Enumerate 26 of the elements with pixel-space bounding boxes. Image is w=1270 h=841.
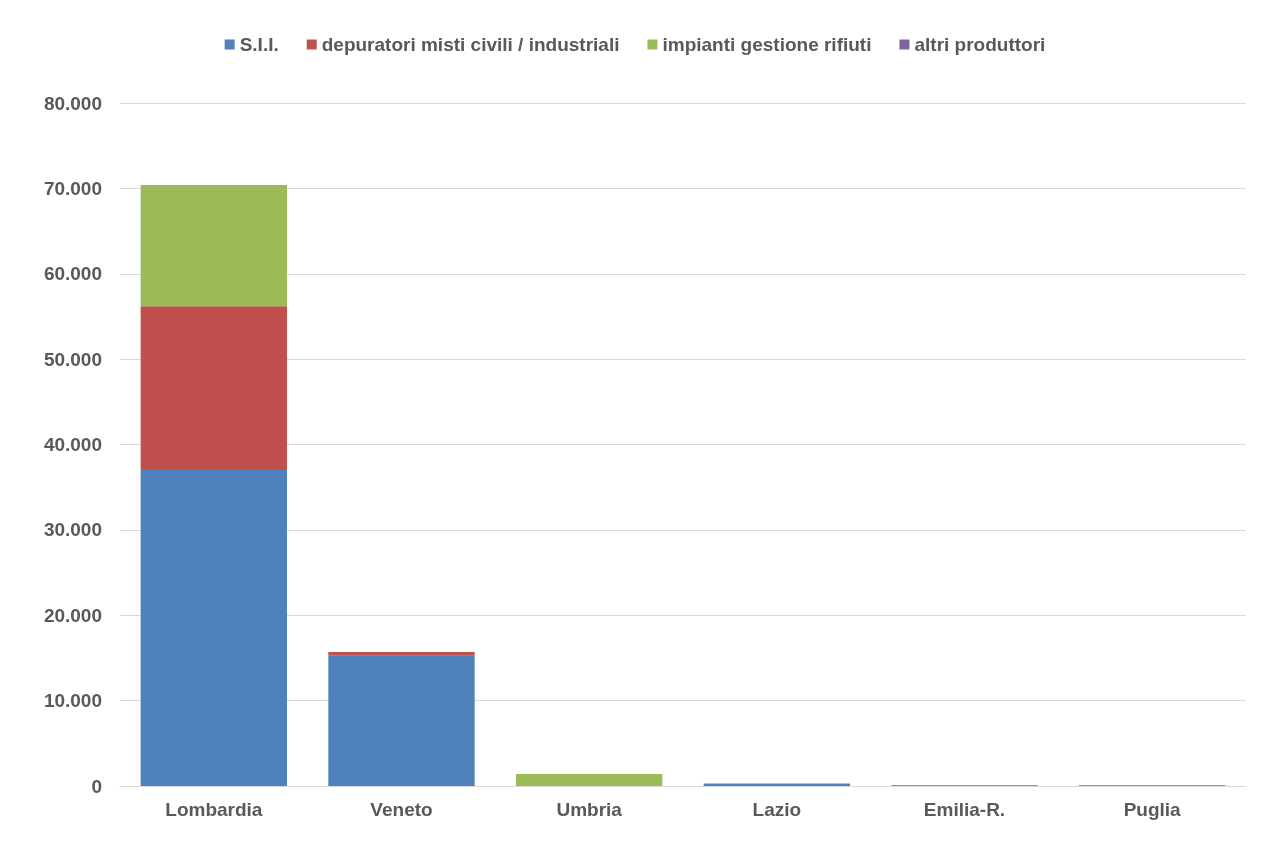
y-tick-label: 30.000 <box>43 519 102 541</box>
bar <box>703 783 851 786</box>
legend-label: impianti gestione rifiuti <box>662 34 872 55</box>
y-tick-label: 70.000 <box>43 177 102 199</box>
bar <box>140 184 288 307</box>
x-tick-label: Puglia <box>1123 799 1182 820</box>
y-tick-label: 20.000 <box>43 604 102 626</box>
y-tick-label: 10.000 <box>43 690 102 712</box>
y-tick-label: 0 <box>91 775 102 797</box>
legend-label: altri produttori <box>914 34 1046 55</box>
x-tick-label: Emilia-R. <box>923 799 1006 820</box>
x-tick-label: Lazio <box>752 799 802 820</box>
y-tick-label: 40.000 <box>43 434 102 455</box>
bar <box>140 470 288 786</box>
y-tick-label: 60.000 <box>43 263 102 285</box>
bar <box>140 306 288 471</box>
x-tick-label: Umbria <box>556 799 623 820</box>
x-tick-label: Lombardia <box>165 799 263 820</box>
bar <box>515 774 663 786</box>
y-tick-label: 80.000 <box>43 92 102 114</box>
bar <box>328 655 475 786</box>
bar <box>328 651 475 656</box>
legend-label: depuratori misti civili / industriali <box>321 34 620 55</box>
y-tick-label: 50.000 <box>43 348 102 370</box>
legend-label: S.I.I. <box>239 34 279 55</box>
x-tick-label: Veneto <box>370 799 433 820</box>
